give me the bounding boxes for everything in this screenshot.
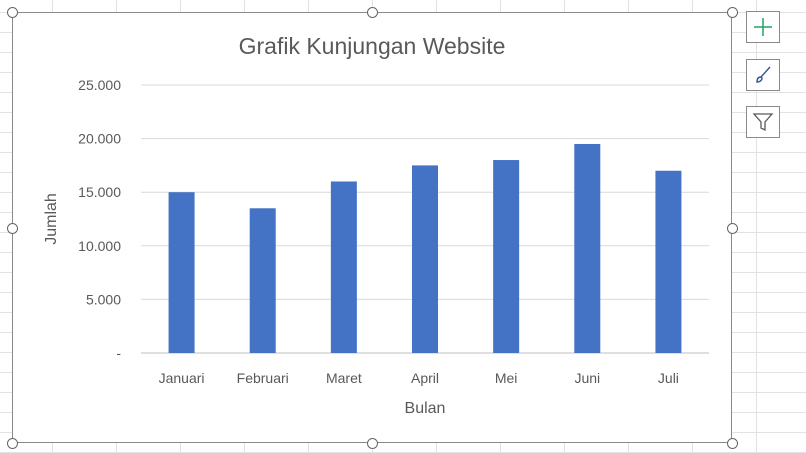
x-tick-label: April — [411, 370, 439, 386]
x-tick-label: Mei — [495, 370, 518, 386]
plus-icon — [754, 18, 772, 36]
resize-handle-top-left[interactable] — [7, 7, 18, 18]
bar-juli[interactable] — [655, 170, 682, 353]
brush-icon — [756, 66, 771, 83]
resize-handle-bottom-left[interactable] — [7, 438, 18, 449]
bar-mei[interactable] — [493, 160, 520, 353]
resize-handle-top-right[interactable] — [727, 7, 738, 18]
x-tick-label: Februari — [237, 370, 289, 386]
x-tick-label: Maret — [326, 370, 362, 386]
resize-handle-top[interactable] — [367, 7, 378, 18]
x-tick-label: Januari — [159, 370, 205, 386]
bar-februari[interactable] — [249, 208, 276, 353]
chart-elements-button[interactable] — [746, 11, 780, 43]
y-tick-label: 20.000 — [78, 131, 121, 147]
x-tick-label: Juli — [658, 370, 679, 386]
bar-april[interactable] — [412, 165, 438, 353]
resize-handle-right[interactable] — [727, 223, 738, 234]
y-axis-title: Jumlah — [43, 193, 60, 245]
chart-filters-button[interactable] — [746, 106, 780, 138]
x-tick-label: Juni — [574, 370, 600, 386]
bar-juni[interactable] — [574, 143, 601, 353]
bar-januari[interactable] — [168, 192, 195, 353]
y-axis-ticks: - 5.000 10.000 15.000 20.000 25.000 — [78, 77, 121, 361]
y-tick-label: 15.000 — [78, 184, 121, 200]
y-tick-label: 5.000 — [86, 291, 121, 307]
bar-maret[interactable] — [330, 181, 357, 353]
resize-handle-bottom-right[interactable] — [727, 438, 738, 449]
x-axis-title: Bulan — [405, 400, 446, 417]
resize-handle-bottom[interactable] — [367, 438, 378, 449]
filter-icon — [752, 113, 774, 132]
bars — [168, 143, 682, 353]
x-axis-ticks: Januari Februari Maret April Mei Juni Juli — [159, 370, 679, 386]
chart-title: Grafik Kunjungan Website — [239, 33, 506, 59]
chart-styles-button[interactable] — [746, 59, 780, 91]
resize-handle-left[interactable] — [7, 223, 18, 234]
y-tick-label: - — [116, 345, 121, 361]
y-tick-label: 25.000 — [78, 77, 121, 93]
y-tick-label: 10.000 — [78, 238, 121, 254]
chart-area[interactable] — [12, 12, 732, 443]
